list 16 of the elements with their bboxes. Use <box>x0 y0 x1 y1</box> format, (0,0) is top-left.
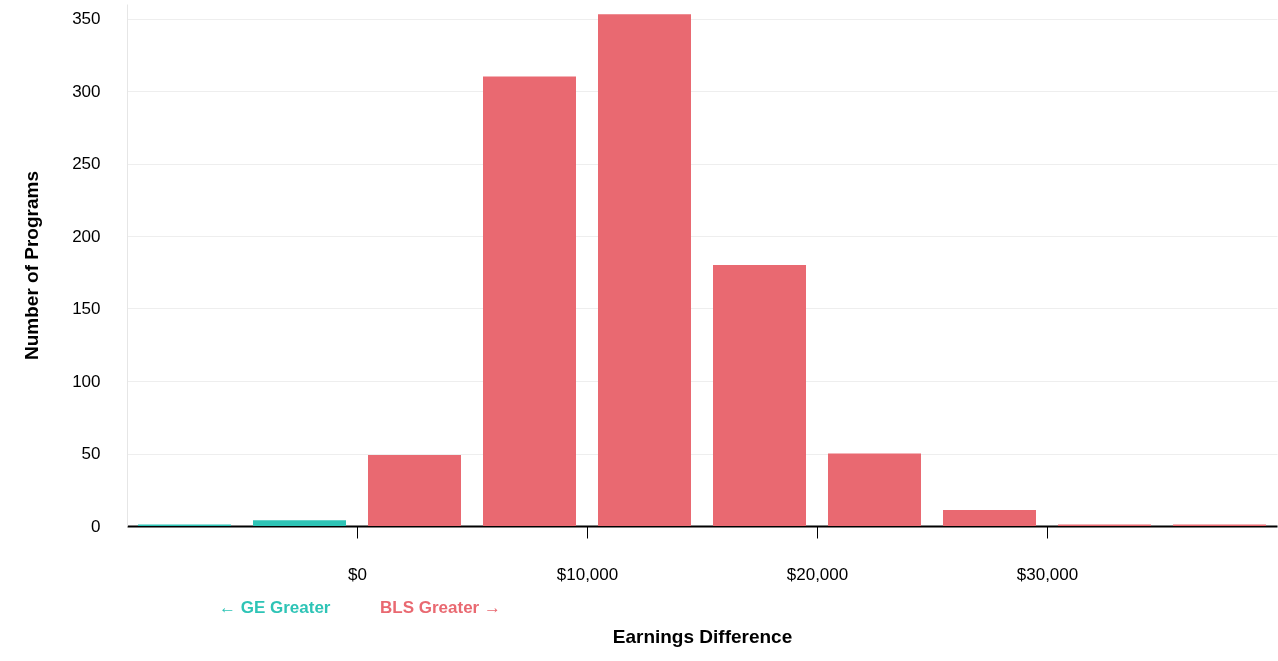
y-tick-label: 350 <box>72 9 101 28</box>
y-tick-label: 200 <box>72 226 101 246</box>
y-tick-label: 50 <box>81 444 101 463</box>
y-tick-label: 100 <box>72 371 101 391</box>
text: ← GE Greater <box>219 598 331 617</box>
text: BLS Greater → <box>380 598 501 617</box>
x-axis-title: Earnings Difference <box>612 625 793 647</box>
y-tick-label: 0 <box>91 516 101 536</box>
x-tick-label: $20,000 <box>786 564 849 584</box>
x-tick-label: $0 <box>348 564 367 584</box>
y-tick-label: 150 <box>72 299 101 318</box>
x-tick-label: $30,000 <box>1016 564 1079 584</box>
x-tick-label: $10,000 <box>556 564 619 584</box>
y-tick-label: 250 <box>72 154 101 173</box>
y-axis-title: Number of Programs <box>21 171 43 360</box>
y-tick-label: 300 <box>72 81 101 101</box>
